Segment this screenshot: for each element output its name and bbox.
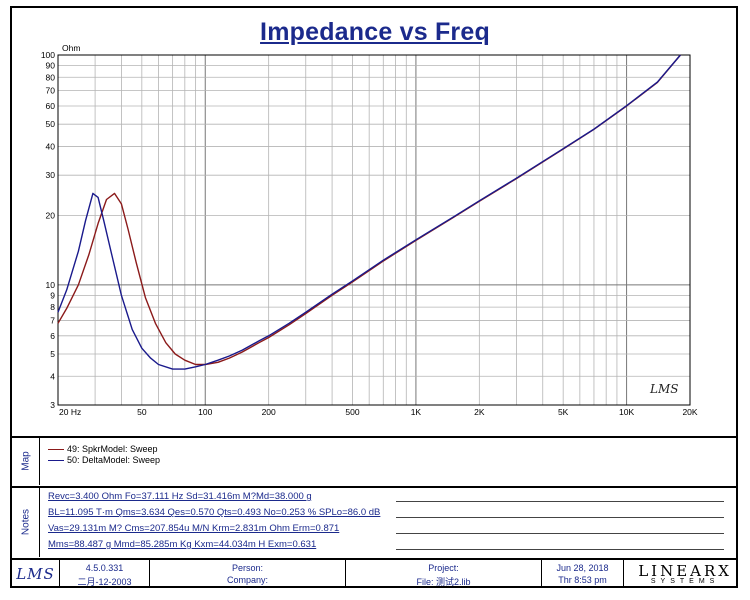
project-label: Project: (428, 563, 459, 573)
legend-item-delta: 50: DeltaModel: Sweep (48, 455, 160, 465)
map-side-label: Map (12, 437, 40, 485)
footer-person-cell: Person: Company: (150, 560, 346, 588)
x-tick-label: 10K (619, 407, 634, 417)
y-tick-label: 70 (46, 86, 56, 96)
series-line-2 (57, 54, 681, 370)
person-label: Person: (231, 563, 264, 573)
x-tick-label: 100 (198, 407, 212, 417)
lms-watermark: LMS (649, 382, 678, 396)
x-tick-label: 500 (345, 407, 359, 417)
linearx-sub: SYSTEMS (650, 578, 720, 585)
notes-label: Notes (20, 508, 31, 536)
y-tick-label: 7 (50, 315, 55, 325)
y-tick-label: 40 (46, 141, 56, 151)
x-tick-label: 2K (474, 407, 485, 417)
x-tick-label: 50 (137, 407, 147, 417)
note-line-3: Vas=29.131m M? Cms=207.854u M/N Krm=2.83… (48, 523, 724, 536)
y-tick-label: 8 (50, 302, 55, 312)
map-label: Map (20, 451, 31, 471)
chart-title: Impedance vs Freq (260, 18, 490, 46)
version-text: 4.5.0.331 (85, 563, 124, 573)
y-tick-label: 30 (46, 170, 56, 180)
date-text: Jun 28, 2018 (556, 563, 609, 573)
legend-swatch-red (48, 448, 64, 450)
lms-logo: LMS (16, 565, 55, 583)
y-tick-label: 6 (50, 331, 55, 341)
x-tick-label: 5K (558, 407, 569, 417)
build-date-text: 二月-12-2003 (77, 577, 132, 587)
x-tick-label: 20K (682, 407, 697, 417)
file-label: File: 测试2.lib (416, 577, 471, 587)
map-section (12, 436, 738, 486)
note-text-4: Mms=88.487 g Mmd=85.285m Kg Kxm=44.034m … (48, 539, 317, 550)
y-tick-label: 60 (46, 101, 56, 111)
note-line-2: BL=11.095 T·m Qms=3.634 Qes=0.570 Qts=0.… (48, 507, 724, 520)
footer-logo-cell: LMS (12, 560, 60, 588)
legend-label-delta: 50: DeltaModel: Sweep (67, 455, 161, 465)
legend-item-spkr: 49: SpkrModel: Sweep (48, 444, 158, 454)
chart-frame (10, 6, 738, 588)
note-line-4: Mms=88.487 g Mmd=85.285m Kg Kxm=44.034m … (48, 539, 724, 552)
y-tick-label: 20 (46, 211, 56, 221)
linearx-logo: LINEARX SYSTEMS (638, 562, 732, 585)
note-line-1: Revc=3.400 Ohm Fo=37.111 Hz Sd=31.416m M… (48, 491, 724, 504)
company-label: Company: (226, 575, 269, 585)
y-tick-label: 100 (41, 50, 55, 60)
x-tick-label: 200 (262, 407, 276, 417)
legend-label-spkr: 49: SpkrModel: Sweep (67, 444, 158, 454)
footer-project-cell: Project: File: 测试2.lib (346, 560, 542, 588)
y-tick-label: 3 (50, 400, 55, 410)
plot-area (58, 55, 690, 405)
note-text-2: BL=11.095 T·m Qms=3.634 Qes=0.570 Qts=0.… (48, 507, 381, 518)
legend-swatch-blue (48, 459, 64, 461)
y-tick-label: 90 (46, 61, 56, 71)
plot-border (57, 54, 691, 406)
x-tick-label: 20 Hz (59, 407, 81, 417)
footer-version-cell: 4.5.0.331 二月-12-2003 (60, 560, 150, 588)
footer-bar: LMS 4.5.0.331 二月-12-2003 Person: Company… (12, 558, 738, 588)
note-text-3: Vas=29.131m M? Cms=207.854u M/N Krm=2.83… (48, 523, 340, 534)
y-tick-label: 50 (46, 119, 56, 129)
y-axis-label: Ohm (62, 43, 80, 53)
footer-date-cell: Jun 28, 2018 Thr 8:53 pm (542, 560, 624, 588)
note-text-1: Revc=3.400 Ohm Fo=37.111 Hz Sd=31.416m M… (48, 491, 312, 502)
y-tick-label: 9 (50, 290, 55, 300)
y-tick-label: 5 (50, 349, 55, 359)
y-tick-label: 10 (46, 280, 56, 290)
notes-side-label: Notes (12, 487, 40, 557)
x-tick-label: 1K (411, 407, 422, 417)
y-tick-label: 4 (50, 371, 55, 381)
notes-section (12, 486, 738, 558)
linearx-brand: LINEARX (638, 562, 732, 580)
time-text: Thr 8:53 pm (558, 575, 607, 585)
y-tick-label: 80 (46, 72, 56, 82)
